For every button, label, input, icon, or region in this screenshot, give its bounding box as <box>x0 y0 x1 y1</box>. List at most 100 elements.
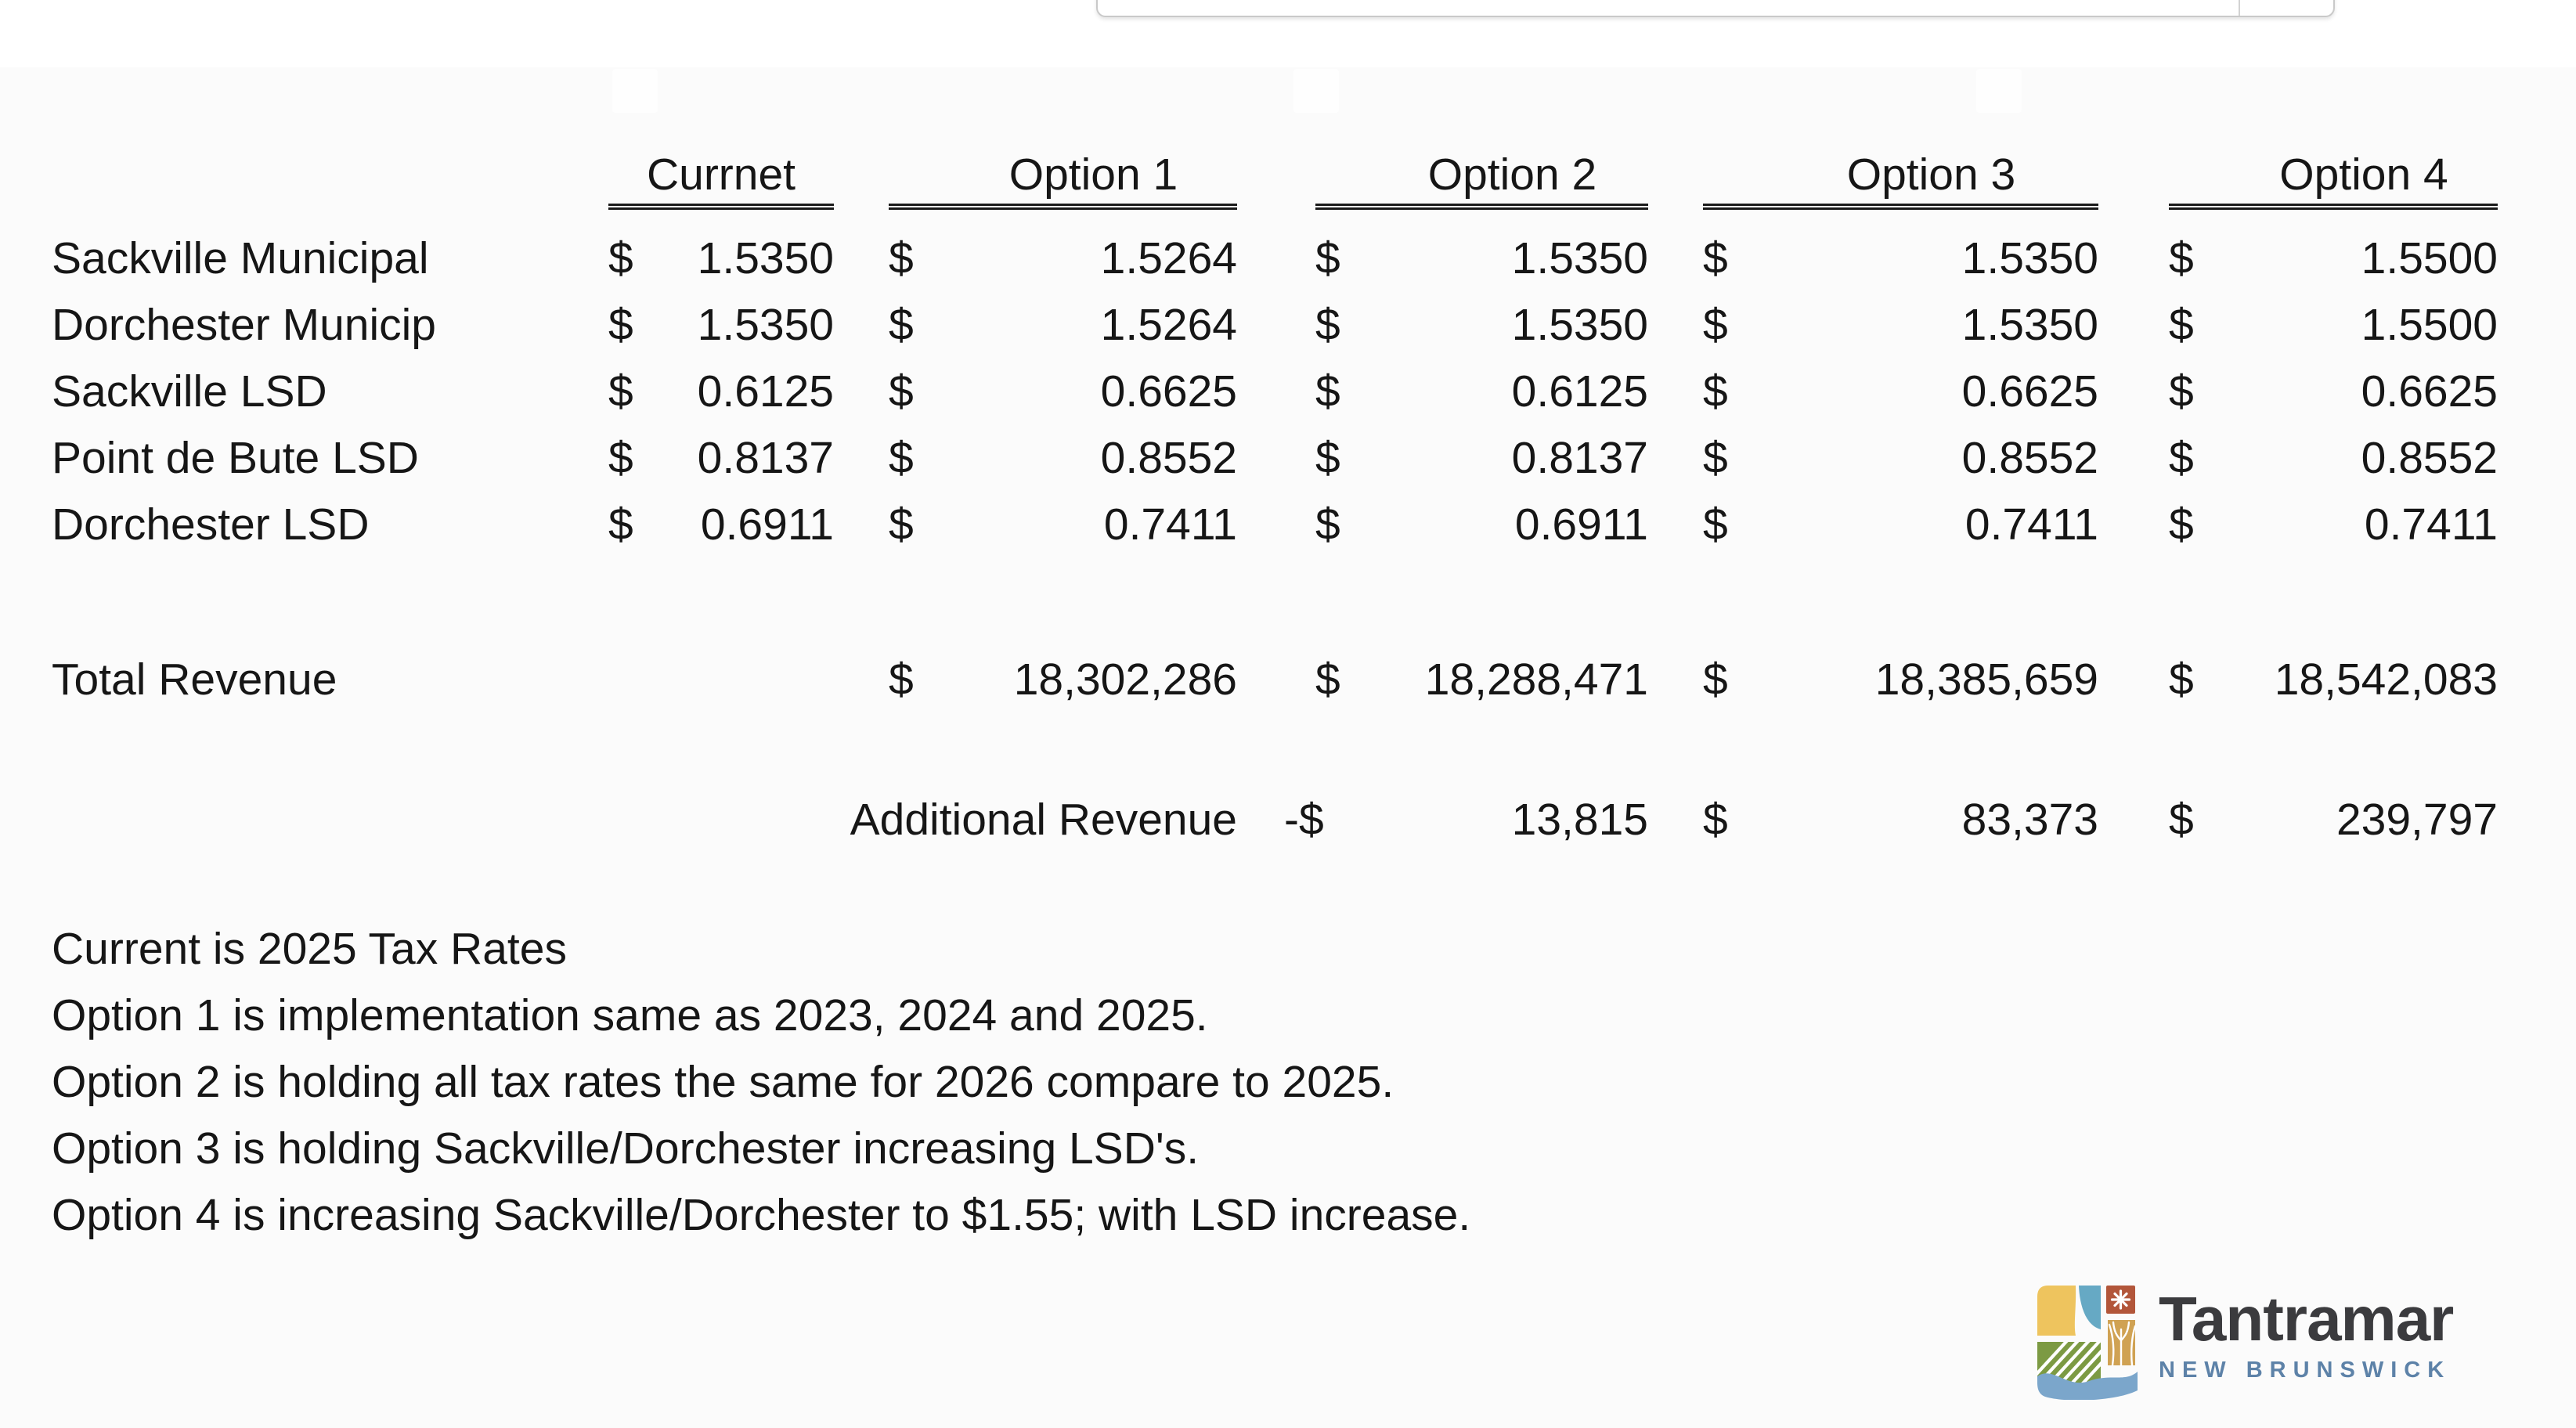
logo-title: Tantramar <box>2159 1284 2454 1354</box>
rate-value: 0.7411 <box>1103 499 1237 550</box>
row-label: Sackville Municipal <box>52 233 429 283</box>
rate-value: 0.7411 <box>1964 499 2098 550</box>
dollar-sign: $ <box>2169 433 2194 483</box>
dollar-sign: $ <box>2169 795 2194 845</box>
dollar-sign: $ <box>1703 233 1728 283</box>
total-value: 18,542,083 <box>2274 654 2498 705</box>
table-row: Sackville Municipal $1.5350 $1.5264 $1.5… <box>47 225 2498 292</box>
column-header-option3: Option 3 <box>1703 149 2098 210</box>
table-row: Sackville LSD $0.6125 $0.6625 $0.6125 $0… <box>47 359 2498 425</box>
rate-value: 1.5350 <box>1511 233 1648 283</box>
rate-value: 0.7411 <box>2364 499 2498 550</box>
dollar-sign: $ <box>889 499 914 550</box>
table-header-row: Currnet Option 1 Option 2 Option 3 Optio… <box>47 149 2498 214</box>
rate-value: 0.8137 <box>1511 433 1648 483</box>
rate-value: 0.8552 <box>2361 433 2498 483</box>
rate-value: 1.5350 <box>1511 300 1648 350</box>
dollar-sign: $ <box>2169 654 2194 705</box>
ghost-mark-1 <box>612 69 658 113</box>
dollar-sign: $ <box>1315 433 1340 483</box>
dollar-sign: $ <box>608 499 633 550</box>
total-value: 18,302,286 <box>1013 654 1237 705</box>
table-row: Point de Bute LSD $0.8137 $0.8552 $0.813… <box>47 425 2498 492</box>
dollar-sign: $ <box>1703 433 1728 483</box>
dollar-sign: $ <box>889 654 914 705</box>
dollar-sign: $ <box>889 233 914 283</box>
additional-value: 83,373 <box>1961 795 2098 845</box>
dollar-sign: $ <box>1703 795 1728 845</box>
tantramar-logo-text: Tantramar NEW BRUNSWICK <box>2159 1284 2454 1383</box>
total-value: 18,288,471 <box>1424 654 1648 705</box>
notes-block: Current is 2025 Tax Rates Option 1 is im… <box>52 916 1470 1249</box>
rate-value: 0.6911 <box>700 499 834 550</box>
row-label: Point de Bute LSD <box>52 433 419 483</box>
additional-revenue-label: Additional Revenue <box>850 795 1237 845</box>
dollar-sign: $ <box>1315 300 1340 350</box>
note-option2: Option 2 is holding all tax rates the sa… <box>52 1057 1394 1107</box>
note-option4: Option 4 is increasing Sackville/Dorches… <box>52 1190 1471 1240</box>
rate-value: 1.5500 <box>2361 300 2498 350</box>
dollar-sign: $ <box>608 433 633 483</box>
dollar-sign: $ <box>2169 499 2194 550</box>
dollar-sign: $ <box>1703 366 1728 416</box>
tantramar-logo-icon <box>2037 1286 2138 1400</box>
dollar-sign: $ <box>2169 233 2194 283</box>
rate-value: 1.5350 <box>1961 233 2098 283</box>
rate-value: 0.6625 <box>2361 366 2498 416</box>
column-header-current: Currnet <box>608 149 834 210</box>
snowflake-icon <box>2110 1289 2131 1310</box>
dollar-sign: $ <box>2169 366 2194 416</box>
additional-value: 239,797 <box>2336 795 2498 845</box>
dollar-sign: $ <box>1703 300 1728 350</box>
additional-revenue-row: Additional Revenue -$ 13,815 $83,373 $239… <box>47 787 2498 853</box>
dollar-sign: $ <box>608 366 633 416</box>
row-label: Sackville LSD <box>52 366 327 416</box>
rate-value: 0.6125 <box>697 366 834 416</box>
rate-value: 1.5350 <box>697 233 834 283</box>
column-header-option4: Option 4 <box>2169 149 2498 210</box>
tax-rate-table: Currnet Option 1 Option 2 Option 3 Optio… <box>47 149 2498 558</box>
rate-value: 0.6125 <box>1511 366 1648 416</box>
wave-icon <box>2037 1372 2138 1400</box>
rate-value: 0.8137 <box>697 433 834 483</box>
logo-subtitle: NEW BRUNSWICK <box>2159 1358 2452 1383</box>
ghost-mark-2 <box>1293 69 1339 113</box>
dollar-sign: $ <box>889 366 914 416</box>
column-header-option2: Option 2 <box>1315 149 1648 210</box>
dollar-sign: $ <box>1703 654 1728 705</box>
dollar-sign: $ <box>1315 499 1340 550</box>
ghost-mark-3 <box>1976 69 2022 113</box>
search-bar-divider <box>2239 0 2240 16</box>
dollar-sign: $ <box>2169 300 2194 350</box>
dollar-sign: $ <box>1703 499 1728 550</box>
table-row: Dorchester LSD $0.6911 $0.7411 $0.6911 $… <box>47 492 2498 558</box>
column-header-option1: Option 1 <box>889 149 1237 210</box>
rate-value: 0.6625 <box>1961 366 2098 416</box>
browser-search-bar[interactable] <box>1096 0 2335 17</box>
rate-value: 0.8552 <box>1100 433 1237 483</box>
rate-value: 1.5350 <box>697 300 834 350</box>
rate-value: 0.6625 <box>1100 366 1237 416</box>
dollar-sign: $ <box>1315 654 1340 705</box>
rate-value: 0.8552 <box>1961 433 2098 483</box>
row-label: Dorchester Municip <box>52 300 437 350</box>
rate-value: 1.5350 <box>1961 300 2098 350</box>
table-row: Dorchester Municip $1.5350 $1.5264 $1.53… <box>47 292 2498 359</box>
rate-value: 0.6911 <box>1514 499 1648 550</box>
rate-value: 1.5264 <box>1100 233 1237 283</box>
note-option1: Option 1 is implementation same as 2023,… <box>52 990 1208 1040</box>
slide-background <box>0 67 2576 1428</box>
row-label: Dorchester LSD <box>52 499 370 550</box>
branches-icon <box>2108 1321 2137 1367</box>
dollar-sign: $ <box>1315 366 1340 416</box>
dollar-sign: $ <box>608 300 633 350</box>
dollar-sign: $ <box>889 433 914 483</box>
negative-dollar-sign: -$ <box>1284 795 1324 845</box>
additional-value: 13,815 <box>1511 795 1648 845</box>
note-option3: Option 3 is holding Sackville/Dorchester… <box>52 1123 1200 1174</box>
dollar-sign: $ <box>889 300 914 350</box>
note-current: Current is 2025 Tax Rates <box>52 924 567 974</box>
total-revenue-row: Total Revenue $18,302,286 $18,288,471 $1… <box>47 647 2498 713</box>
dollar-sign: $ <box>608 233 633 283</box>
total-revenue-label: Total Revenue <box>52 654 337 705</box>
